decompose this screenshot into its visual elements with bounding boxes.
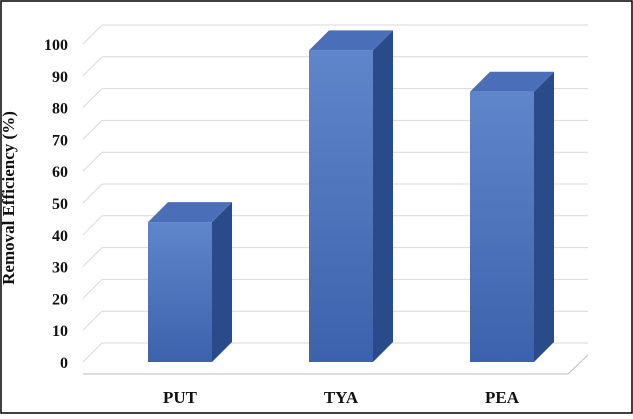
bar-top-face: [470, 71, 554, 92]
gridline-side: [82, 279, 103, 299]
gridline-side: [82, 24, 103, 45]
bar-pea: [470, 71, 554, 362]
y-tick-label: 30: [52, 260, 68, 277]
bar-put: [148, 202, 232, 362]
bar-front-face: [148, 222, 212, 362]
y-tick-label: 80: [52, 101, 68, 118]
y-tick-label: 0: [60, 355, 68, 372]
gridline-side: [82, 88, 103, 108]
y-tick-label: 100: [44, 37, 68, 54]
bar-front-face: [309, 50, 373, 363]
x-tick-labels: PUT TYA PEA: [163, 388, 520, 407]
gridline-side: [82, 151, 103, 172]
bar-tya: [309, 30, 393, 363]
bar-side-face: [373, 30, 393, 363]
bar-side-face: [534, 71, 554, 362]
y-tick-labels: 0 10 20 30 40 50 60 70 80 90 100: [44, 37, 68, 372]
gridline-side: [82, 247, 103, 267]
y-tick-label: 10: [52, 323, 68, 340]
bar-front-face: [470, 91, 534, 362]
y-tick-label: 40: [52, 228, 68, 245]
bar-top-face: [309, 30, 393, 51]
y-tick-label: 20: [52, 291, 68, 308]
y-tick-label: 70: [52, 132, 68, 149]
gridline-side: [82, 183, 103, 204]
x-tick-label: PUT: [163, 388, 198, 407]
y-tick-label: 60: [52, 164, 68, 181]
x-tick-label: TYA: [324, 388, 359, 407]
gridline-side: [82, 310, 103, 331]
y-tick-label: 90: [52, 69, 68, 86]
y-axis-title: Removal Efficiency (%): [0, 111, 18, 285]
gridline-side: [82, 215, 103, 236]
bar-top-face: [148, 202, 232, 223]
gridline-side: [82, 56, 103, 77]
axes: [83, 354, 589, 375]
gridline-side: [82, 342, 103, 363]
y-tick-label: 50: [52, 196, 68, 213]
gridline-side: [82, 120, 103, 140]
x-axis-side: [567, 354, 589, 375]
bar-side-face: [212, 202, 232, 362]
bars: [148, 30, 554, 363]
x-tick-label: PEA: [485, 388, 520, 407]
